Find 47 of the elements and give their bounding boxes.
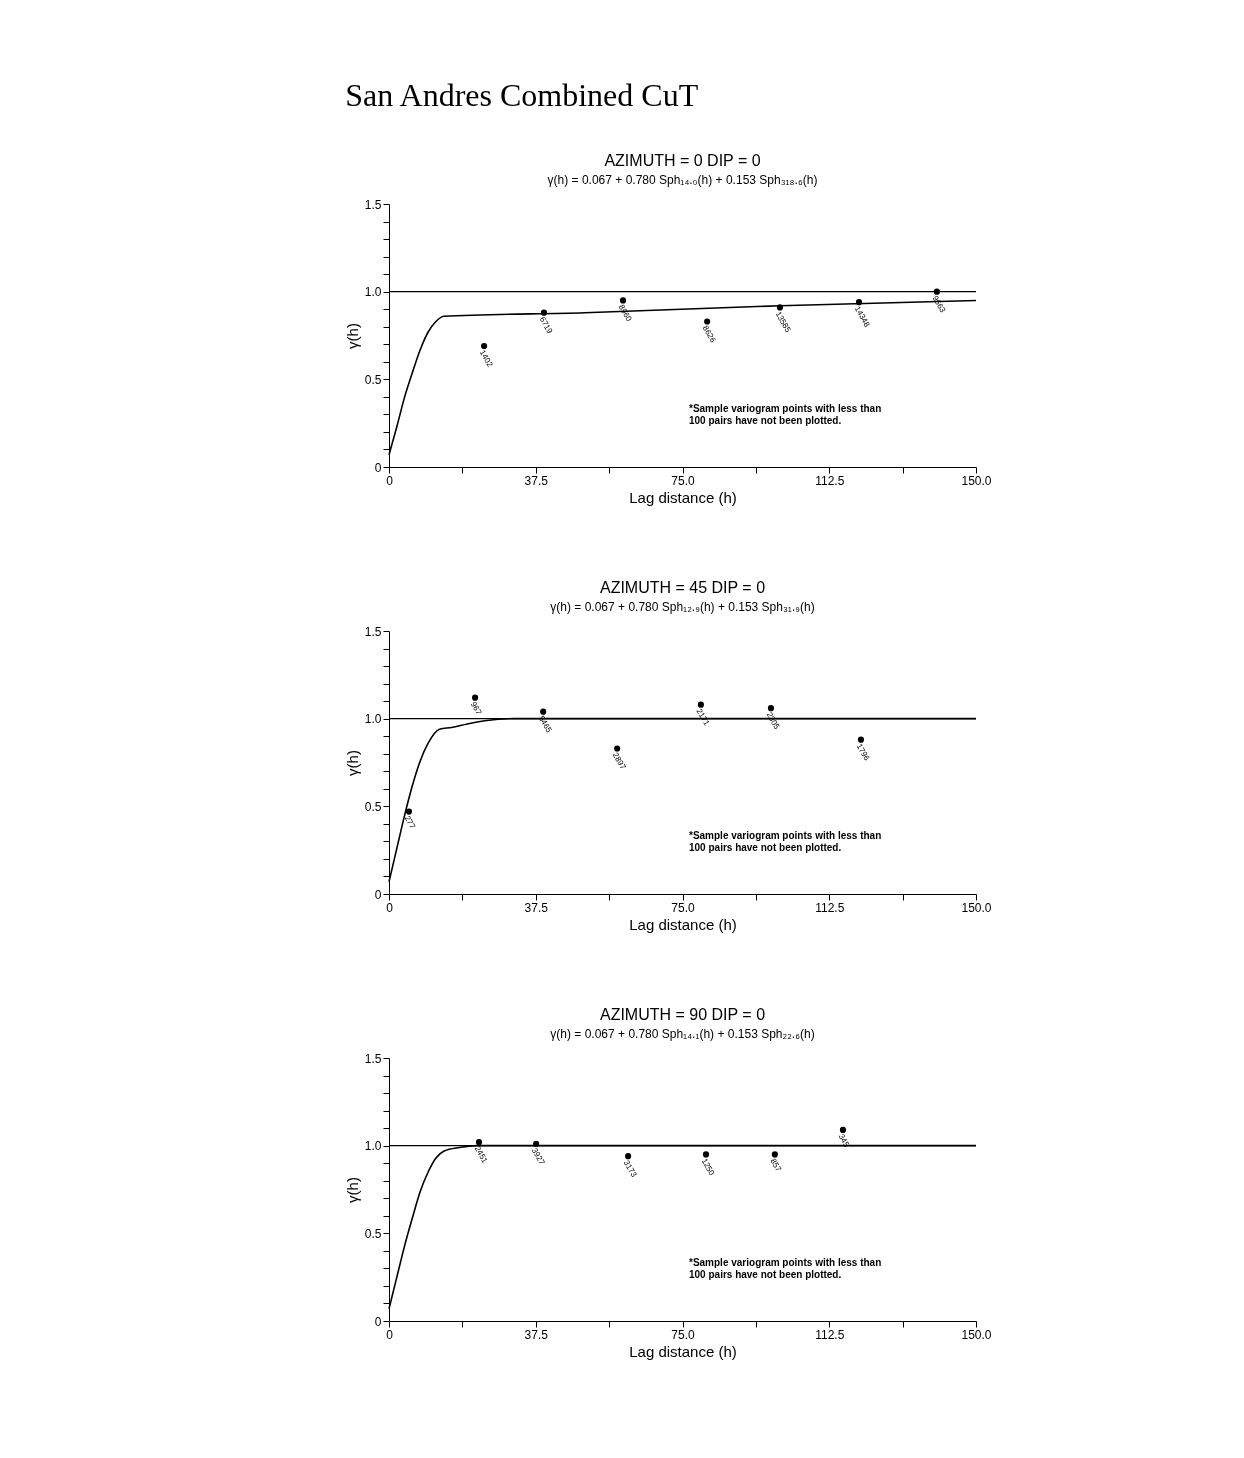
chart-title: AZIMUTH = 90 DIP = 0 <box>599 1006 766 1023</box>
y-tick-label: 0 <box>374 887 382 902</box>
x-tick-label: 112.5 <box>815 900 845 915</box>
y-tick-label: 1.5 <box>364 1051 382 1066</box>
x-tick-label: 75.0 <box>671 1327 695 1342</box>
annotation: *Sample variogram points with less than 100 pairs have not been plotted. <box>689 403 882 426</box>
chart-title: AZIMUTH = 0 DIP = 0 <box>604 152 761 169</box>
x-tick-label: 37.5 <box>524 900 549 915</box>
x-tick-label: 112.5 <box>815 473 845 488</box>
y-tick-label: 0.5 <box>364 1226 382 1241</box>
x-tick-label: 0 <box>386 473 394 488</box>
y-tick-label: 1.0 <box>364 712 382 727</box>
y-tick-label: 1.5 <box>364 624 382 639</box>
annotation: 967 <box>468 700 484 717</box>
chart-subtitle: γ(h) = 0.067 + 0.780 Sph₁₂.₉(h) + 0.153 Sph₃₁.₉(h) <box>550 600 815 614</box>
x-tick-label: 75.0 <box>671 473 695 488</box>
x-tick-label: 75.0 <box>671 900 695 915</box>
x-axis-title: Lag distance (h) <box>629 488 737 506</box>
x-tick-label: 0 <box>386 900 394 915</box>
chart-subtitle: γ(h) = 0.067 + 0.780 Sph₁₄.₀(h) + 0.153 Sph₃₁₈.₆(h) <box>547 173 818 187</box>
y-tick-label: 0.5 <box>364 372 382 387</box>
x-tick-label: 37.5 <box>524 473 549 488</box>
x-axis-title: Lag distance (h) <box>629 915 737 933</box>
x-tick-label: 150.0 <box>961 900 992 915</box>
x-tick-label: 0 <box>386 1327 394 1342</box>
annotation: *Sample variogram points with less than 100 pairs have not been plotted. <box>689 830 882 853</box>
annotation: 277 <box>402 814 418 831</box>
y-axis-title: γ(h) <box>343 323 361 349</box>
chart-title: AZIMUTH = 45 DIP = 0 <box>599 579 766 596</box>
annotation: 345 <box>836 1132 852 1150</box>
y-tick-label: 1.5 <box>364 197 382 212</box>
annotation: 857 <box>768 1157 784 1174</box>
y-tick-label: 1.0 <box>364 1139 382 1154</box>
y-tick-label: 1.0 <box>364 285 382 300</box>
y-axis-title: γ(h) <box>343 750 361 776</box>
y-tick-label: 0.5 <box>364 799 382 814</box>
text: San Andres Combined CuT <box>345 77 699 113</box>
y-tick-label: 0 <box>374 460 382 475</box>
annotation: *Sample variogram points with less than 100 pairs have not been plotted. <box>689 1257 882 1280</box>
x-tick-label: 37.5 <box>524 1327 549 1342</box>
x-tick-label: 112.5 <box>815 1327 845 1342</box>
y-axis-title: γ(h) <box>343 1177 361 1203</box>
x-axis-title: Lag distance (h) <box>629 1342 737 1360</box>
x-tick-label: 150.0 <box>961 1327 992 1342</box>
chart-subtitle: γ(h) = 0.067 + 0.780 Sph₁₄.₁(h) + 0.153 Sph₂₂.₆(h) <box>550 1027 815 1041</box>
y-tick-label: 0 <box>374 1314 382 1329</box>
x-tick-label: 150.0 <box>961 473 992 488</box>
